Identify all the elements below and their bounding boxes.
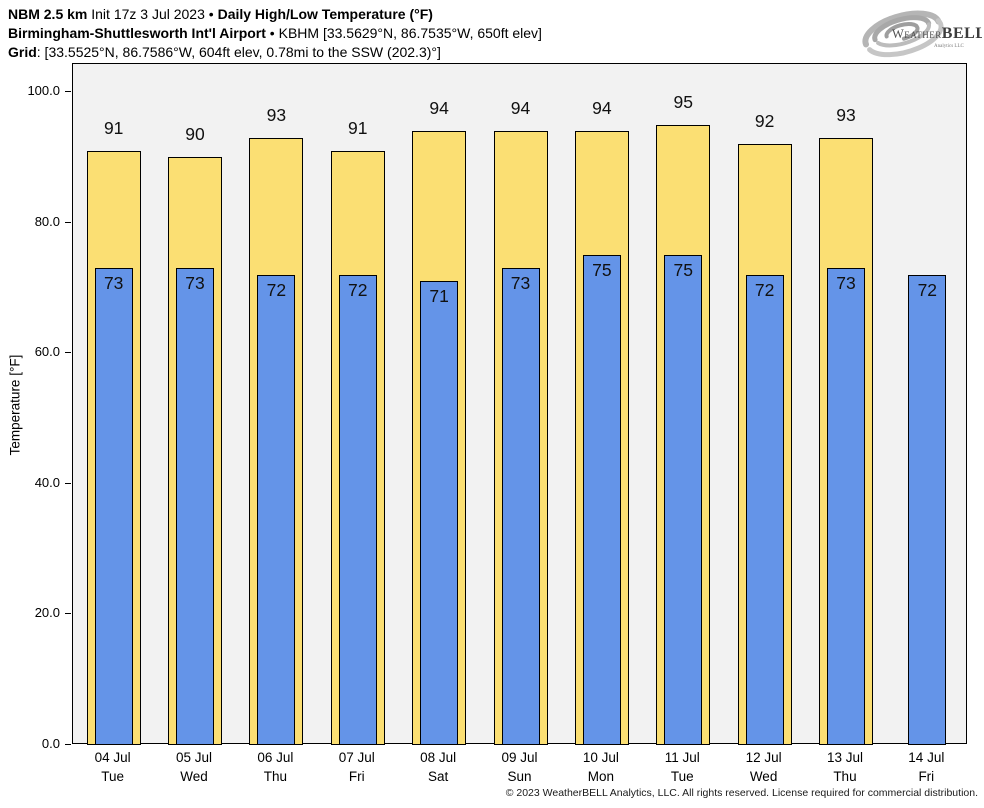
x-tick-label: 05 Jul Wed: [149, 748, 239, 786]
x-tick-day: Mon: [587, 769, 614, 784]
x-tick-label: 09 Jul Sun: [475, 748, 565, 786]
low-bar: [908, 274, 947, 745]
low-value-label: 72: [917, 279, 938, 300]
low-value-label: 75: [592, 260, 612, 281]
station-name: Birmingham-Shuttlesworth Int'l Airport: [8, 25, 266, 41]
x-tick-label: 07 Jul Fri: [312, 748, 402, 786]
high-value-label: 95: [673, 91, 693, 112]
x-tick-day: Sat: [427, 769, 449, 784]
high-value-label: 93: [836, 104, 856, 125]
high-value-label: 91: [348, 117, 368, 138]
low-bar: [664, 255, 703, 745]
model-name: NBM 2.5 km: [8, 6, 88, 22]
y-tick-mark: [65, 613, 71, 615]
low-bar: [176, 268, 215, 745]
high-value-label: 93: [266, 104, 287, 125]
x-tick-label: 10 Jul Mon: [556, 748, 646, 786]
high-value-label: 91: [103, 117, 124, 138]
x-tick-date: 09 Jul: [501, 750, 538, 765]
low-value-label: 75: [673, 260, 693, 281]
low-value-label: 73: [836, 273, 856, 294]
low-bar: [745, 274, 784, 745]
x-tick-label: 11 Jul Tue: [637, 748, 727, 786]
x-tick-day: Thu: [263, 769, 288, 784]
y-tick-mark: [65, 482, 71, 484]
low-bar: [257, 274, 296, 745]
x-tick-date: 12 Jul: [745, 750, 782, 765]
grid-coords: : [33.5525°N, 86.7586°W, 604ft elev, 0.7…: [36, 44, 441, 60]
low-value-label: 72: [754, 279, 775, 300]
chart-title-line2: Birmingham-Shuttlesworth Int'l Airport •…: [8, 24, 542, 43]
chart-header: NBM 2.5 km Init 17z 3 Jul 2023 • Daily H…: [8, 5, 542, 62]
high-value-label: 90: [185, 124, 205, 145]
weatherbell-logo: WeatherBELL Analytics LLC: [862, 10, 982, 58]
x-tick-date: 08 Jul: [420, 750, 457, 765]
low-value-label: 72: [348, 279, 368, 300]
grid-label: Grid: [8, 44, 37, 60]
y-tick-label: 60.0: [34, 344, 60, 360]
y-tick-label: 20.0: [34, 605, 60, 621]
x-tick-date: 07 Jul: [338, 750, 375, 765]
high-value-label: 94: [510, 98, 531, 119]
high-value-label: 94: [592, 98, 612, 119]
low-bar: [582, 255, 621, 745]
x-tick-date: 14 Jul: [908, 750, 945, 765]
x-tick-label: 06 Jul Thu: [230, 748, 320, 786]
y-tick-mark: [65, 91, 71, 92]
chart-title-line1: NBM 2.5 km Init 17z 3 Jul 2023 • Daily H…: [8, 5, 542, 24]
high-value-label: 92: [754, 111, 775, 132]
x-tick-day: Wed: [180, 769, 208, 784]
station-coords: • KBHM [33.5629°N, 86.7535°W, 650ft elev…: [265, 25, 542, 41]
low-bar: [420, 281, 459, 745]
x-tick-day: Fri: [348, 769, 365, 784]
low-bar: [94, 268, 133, 745]
low-bar: [338, 274, 377, 745]
y-tick-mark: [65, 744, 71, 745]
x-tick-label: 08 Jul Sat: [393, 748, 483, 786]
x-tick-date: 04 Jul: [94, 750, 131, 765]
init-time: Init 17z 3 Jul 2023 •: [87, 6, 218, 22]
logo-weather-text: WeatherBELL: [892, 25, 982, 42]
x-tick-label: 12 Jul Wed: [719, 748, 809, 786]
x-tick-date: 13 Jul: [826, 750, 863, 765]
x-tick-day: Tue: [101, 769, 125, 784]
y-tick-mark: [65, 221, 71, 223]
x-tick-day: Sun: [507, 769, 532, 784]
y-tick-label: 80.0: [34, 213, 60, 229]
plot-area: 91 73 90 73 93 72 91 72 94 71 94 73 94 75 95 75 92 72 93 73…: [72, 63, 967, 745]
hurricane-swirl-icon: [862, 10, 944, 58]
chart-title-line3: Grid: [33.5525°N, 86.7586°W, 604ft elev,…: [8, 43, 542, 62]
y-tick-mark: [65, 352, 71, 354]
low-bar: [826, 268, 865, 745]
x-tick-date: 11 Jul: [664, 750, 700, 765]
x-tick-day: Thu: [833, 769, 857, 784]
y-tick-label: 0.0: [41, 736, 60, 751]
x-tick-date: 10 Jul: [582, 750, 619, 765]
x-tick-day: Fri: [918, 769, 935, 784]
x-tick-date: 05 Jul: [176, 750, 213, 765]
logo-analytics-text: Analytics LLC: [934, 44, 965, 49]
y-axis-title: Temperature [°F]: [7, 354, 23, 456]
low-value-label: 73: [185, 273, 205, 294]
x-tick-day: Wed: [749, 769, 778, 784]
product-name: Daily High/Low Temperature (°F): [217, 6, 433, 22]
x-tick-date: 06 Jul: [257, 750, 294, 765]
y-tick-label: 100.0: [27, 83, 60, 98]
y-tick-label: 40.0: [34, 474, 60, 490]
x-tick-label: 13 Jul Thu: [800, 748, 890, 786]
low-bar: [501, 268, 540, 745]
copyright-footer: © 2023 WeatherBELL Analytics, LLC. All r…: [505, 787, 978, 799]
low-value-label: 71: [429, 286, 449, 307]
low-value-label: 73: [510, 273, 531, 294]
x-tick-day: Tue: [670, 769, 694, 784]
low-value-label: 73: [103, 273, 124, 294]
x-tick-label: 04 Jul Tue: [68, 748, 158, 786]
high-value-label: 94: [429, 98, 449, 119]
x-tick-label: 14 Jul Fri: [881, 748, 971, 786]
low-value-label: 72: [266, 279, 287, 300]
